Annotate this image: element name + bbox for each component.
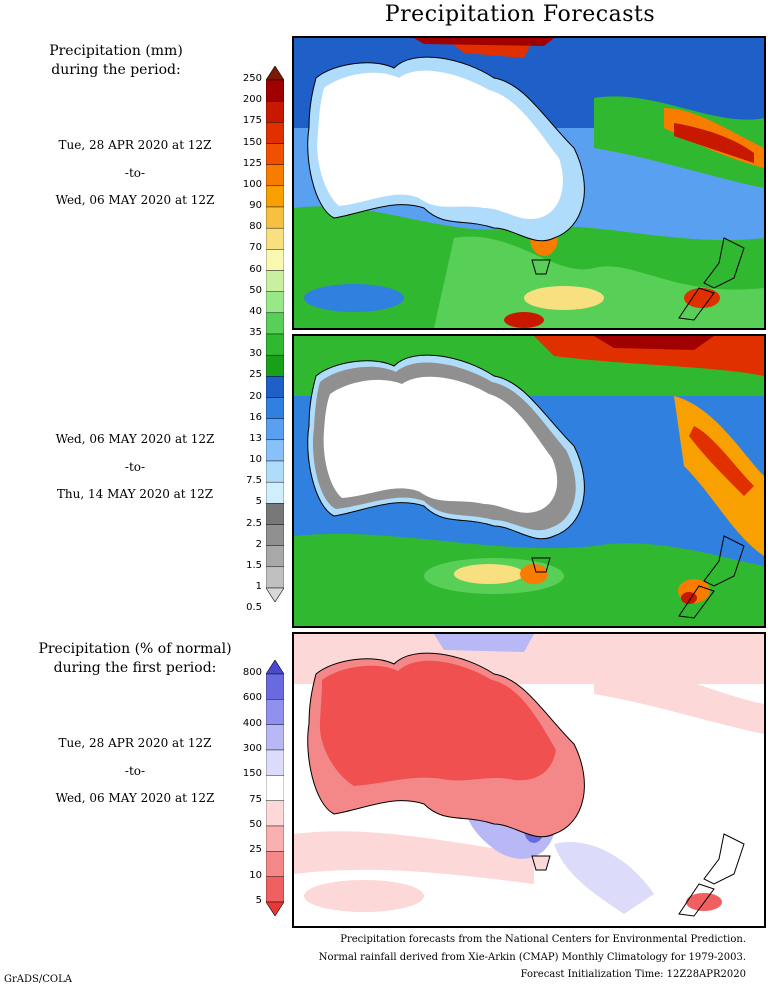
precip-mm-heading-line1: Precipitation (mm) [49, 43, 183, 59]
precip-pct-heading-line1: Precipitation (% of normal) [38, 641, 232, 657]
colorbar-segment [266, 397, 284, 419]
colorbar-tick-label: 90 [249, 200, 262, 211]
footer-source-line: Precipitation forecasts from the Nationa… [340, 934, 746, 945]
colorbar-segment [266, 439, 284, 462]
colorbar-tick-label: 1.5 [246, 559, 262, 571]
colorbar-tick-label: 200 [242, 94, 262, 106]
colorbar-tick-label: 175 [242, 115, 262, 127]
colorbar-tick-label: 75 [249, 793, 262, 805]
colorbar-segment [266, 164, 284, 187]
colorbar-segment [266, 185, 284, 208]
period2-start: Wed, 06 MAY 2020 at 12Z [55, 432, 215, 446]
colorbar-segment [266, 460, 284, 483]
colorbar-tick-label: 100 [242, 178, 262, 190]
colorbar-segment [266, 418, 284, 441]
colorbar-bottom-arrow [266, 587, 284, 602]
colorbar-tick-label: 300 [242, 743, 262, 754]
colorbar-tick-label: 150 [242, 768, 262, 780]
period1-sep: -to- [124, 166, 146, 180]
footer-init-time: Forecast Initialization Time: 12Z28APR20… [520, 969, 746, 980]
period1-start: Tue, 28 APR 2020 at 12Z [58, 138, 212, 152]
colorbar-tick-label: 35 [249, 327, 262, 338]
precip-pct-colorbar [266, 660, 284, 916]
colorbar-segment [266, 291, 284, 314]
colorbar-tick-label: 30 [249, 348, 262, 360]
pct-period-start: Tue, 28 APR 2020 at 12Z [58, 736, 212, 750]
colorbar-tick-label: 800 [242, 667, 262, 678]
colorbar-tick-label: 40 [249, 305, 262, 317]
colorbar-segment [266, 749, 284, 776]
colorbar-tick-label: 70 [249, 242, 262, 254]
colorbar-segment [266, 673, 284, 700]
colorbar-segment [266, 143, 284, 165]
colorbar-segment [266, 376, 284, 398]
colorbar-tick-label: 13 [249, 432, 262, 444]
colorbar-segment [266, 876, 284, 903]
colorbar-top-arrow [266, 660, 284, 675]
colorbar-segment [266, 545, 284, 568]
map-period1-mm [292, 36, 766, 330]
map-period2-mm [292, 334, 766, 628]
colorbar-tick-label: 0.5 [246, 602, 262, 614]
pct-period-sep: -to- [124, 764, 146, 778]
colorbar-tick-label: 5 [255, 895, 262, 906]
colorbar-tick-label: 7.5 [246, 475, 262, 487]
colorbar-tick-label: 600 [242, 692, 262, 704]
precip-pct-heading: Precipitation (% of normal) during the f… [0, 640, 270, 678]
footer-climatology-line: Normal rainfall derived from Xie-Arkin (… [318, 952, 746, 963]
period2-end: Thu, 14 MAY 2020 at 12Z [56, 487, 214, 501]
colorbar-tick-label: 16 [249, 411, 262, 423]
period2-sep: -to- [124, 460, 146, 474]
colorbar-segment [266, 851, 284, 877]
colorbar-tick-label: 10 [249, 454, 262, 465]
colorbar-segment [266, 312, 284, 335]
colorbar-tick-label: 125 [242, 157, 262, 169]
grads-credit: GrADS/COLA [4, 974, 72, 985]
colorbar-tick-label: 150 [242, 136, 262, 148]
map-percent-of-normal [292, 632, 766, 928]
colorbar-tick-label: 250 [242, 73, 262, 84]
colorbar-segment [266, 566, 284, 589]
colorbar-segment [266, 800, 284, 827]
colorbar-segment [266, 503, 284, 525]
colorbar-segment [266, 249, 284, 271]
colorbar-segment [266, 100, 284, 123]
colorbar-segment [266, 79, 284, 102]
colorbar-segment [266, 825, 284, 852]
colorbar-tick-label: 5 [255, 496, 262, 508]
colorbar-tick-label: 2.5 [246, 517, 262, 529]
colorbar-tick-label: 50 [249, 284, 262, 296]
colorbar-tick-label: 25 [249, 844, 262, 856]
colorbar-tick-label: 80 [249, 221, 262, 233]
period1-end: Wed, 06 MAY 2020 at 12Z [55, 193, 215, 207]
colorbar-tick-label: 400 [242, 717, 262, 729]
colorbar-segment [266, 481, 284, 504]
colorbar-segment [266, 354, 284, 377]
colorbar-segment [266, 206, 284, 229]
colorbar-tick-label: 50 [249, 819, 262, 830]
colorbar-segment [266, 524, 284, 546]
colorbar-segment [266, 775, 284, 801]
pct-period-end: Wed, 06 MAY 2020 at 12Z [55, 791, 215, 805]
precip-mm-heading-line2: during the period: [51, 62, 181, 78]
colorbar-top-arrow [266, 66, 284, 81]
colorbar-tick-label: 60 [249, 263, 262, 275]
colorbar-tick-label: 25 [249, 369, 262, 381]
precip-mm-colorbar [266, 66, 284, 602]
colorbar-tick-label: 10 [249, 869, 262, 881]
precip-pct-heading-line2: during the first period: [53, 660, 217, 676]
colorbar-tick-label: 2 [255, 538, 262, 550]
colorbar-segment [266, 724, 284, 751]
colorbar-segment [266, 333, 284, 356]
page-title: Precipitation Forecasts [384, 2, 656, 27]
colorbar-bottom-arrow [266, 901, 284, 916]
colorbar-segment [266, 122, 284, 144]
colorbar-segment [266, 270, 284, 292]
colorbar-segment [266, 699, 284, 725]
precip-mm-heading: Precipitation (mm) during the period: [0, 42, 232, 80]
colorbar-tick-label: 1 [255, 581, 262, 592]
colorbar-segment [266, 227, 284, 250]
colorbar-tick-label: 20 [249, 390, 262, 402]
